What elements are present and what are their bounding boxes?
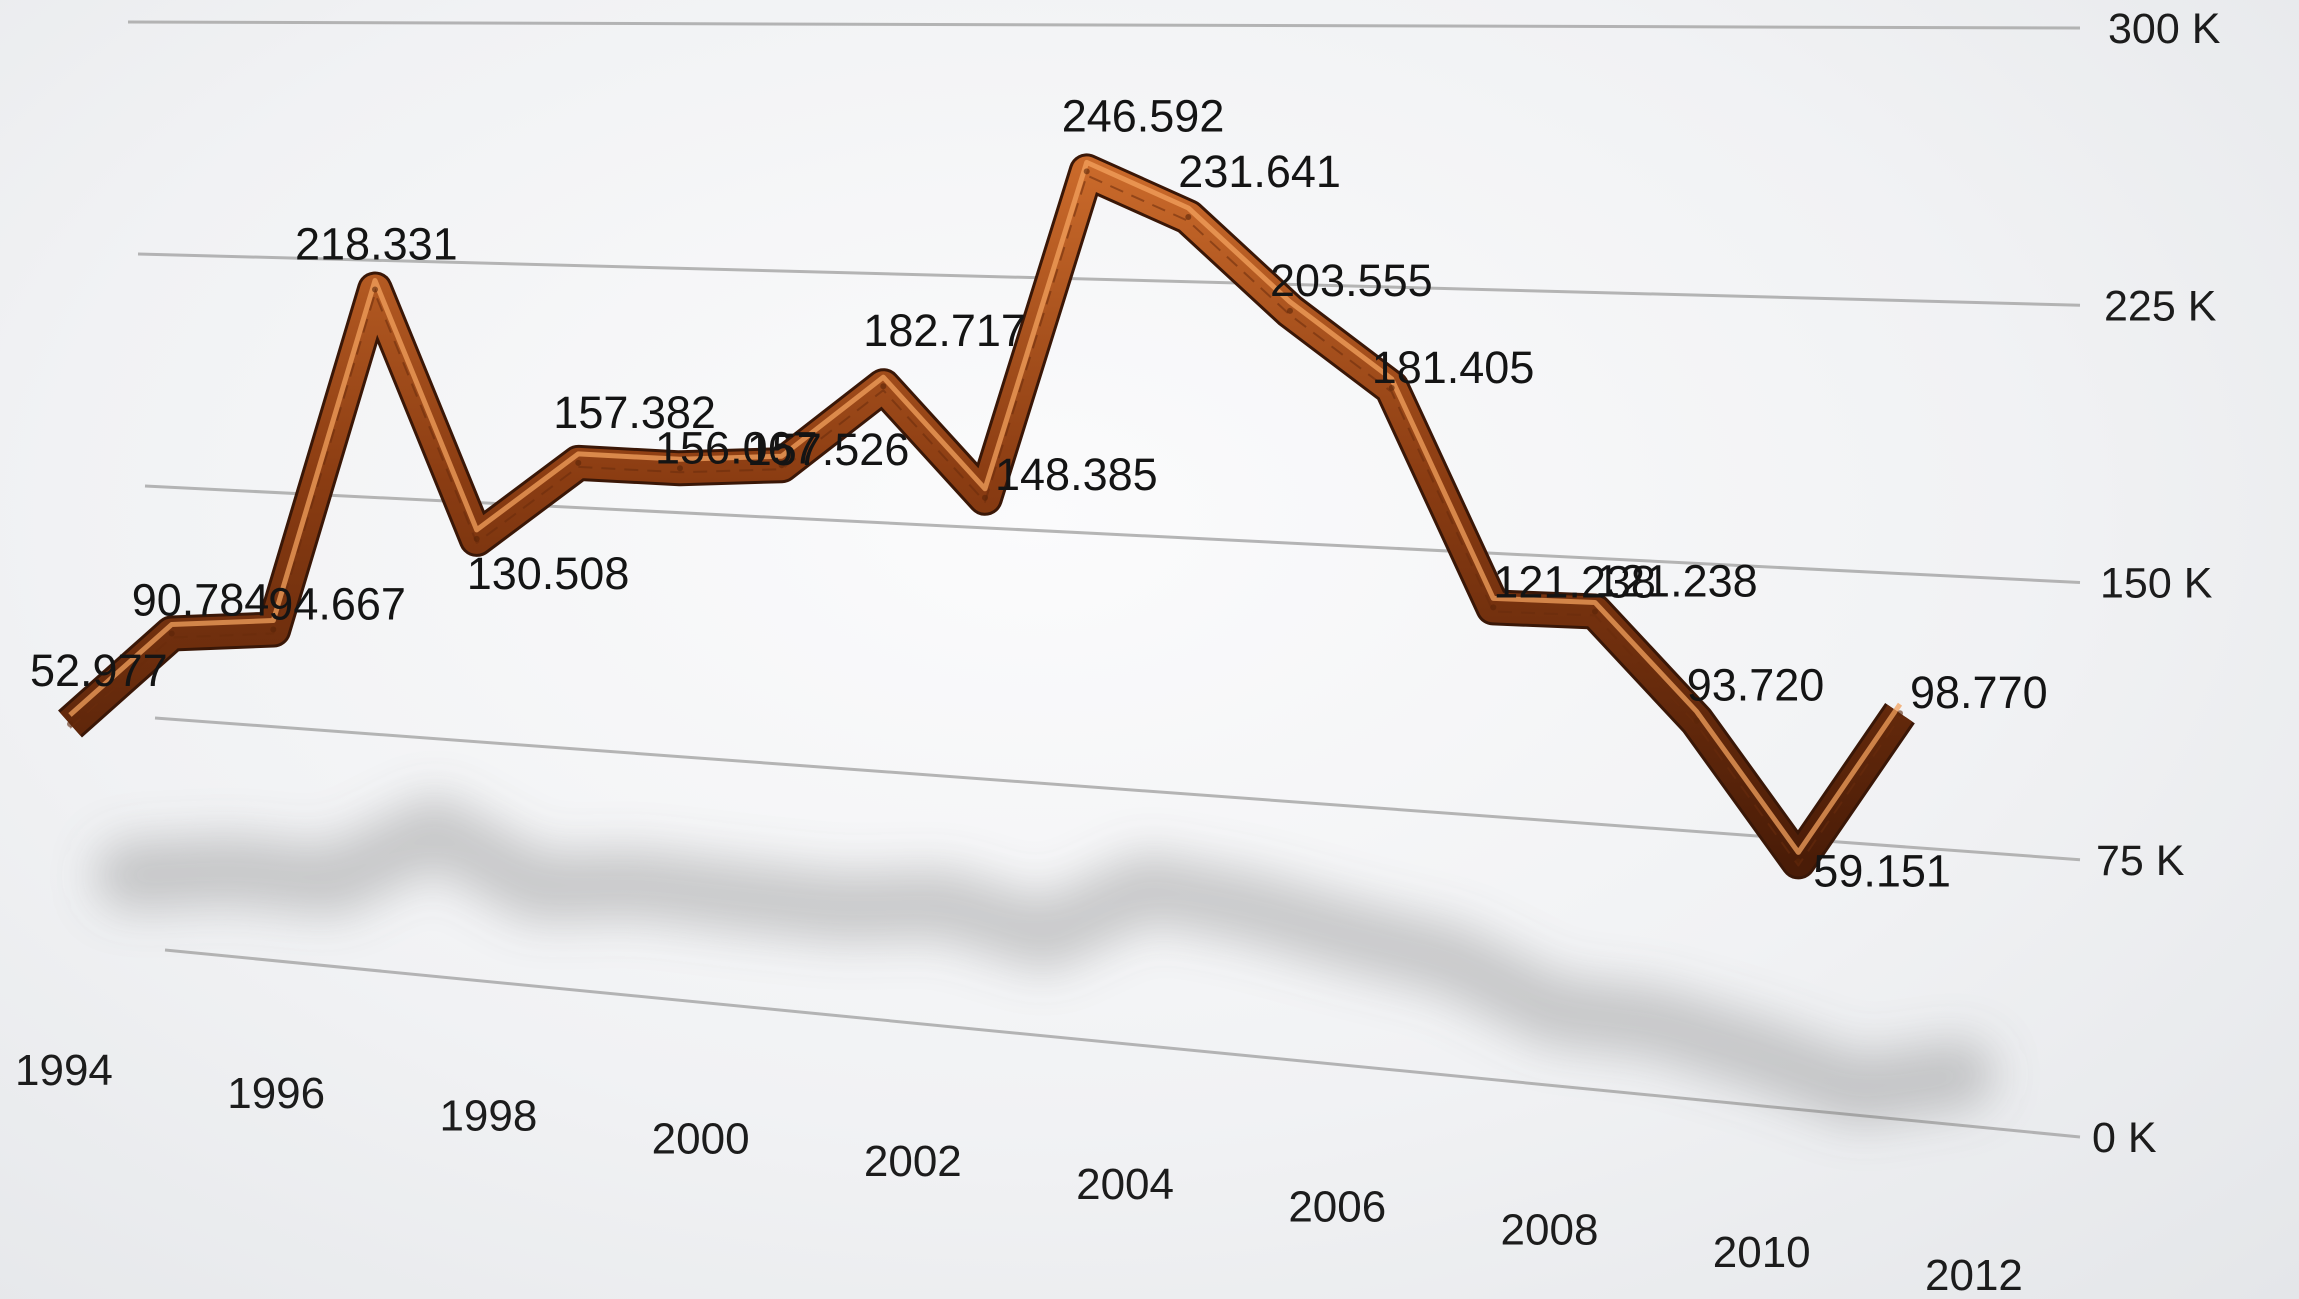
gridline-4 — [127, 20, 2081, 30]
ribbon-shadow — [95, 795, 1995, 1125]
data-point — [880, 383, 887, 390]
data-label: 181.405 — [1372, 342, 1535, 393]
x-tick-label: 1998 — [439, 1092, 537, 1141]
data-label: 203.555 — [1270, 255, 1433, 306]
shadow-blur-group — [95, 795, 1995, 1125]
data-label: 148.385 — [995, 449, 1158, 500]
x-tick-label: 1996 — [227, 1069, 325, 1118]
ribbon-grain — [69, 174, 1901, 867]
data-point — [1795, 858, 1802, 865]
x-tick-label: 2002 — [864, 1137, 962, 1186]
x-tick-label: 2006 — [1288, 1183, 1386, 1232]
x-tick-label: 2012 — [1925, 1251, 2023, 1299]
data-label: 90.784 — [132, 575, 270, 626]
x-tick-label: 2004 — [1076, 1160, 1174, 1209]
data-point — [1693, 717, 1700, 724]
data-label: 231.641 — [1178, 146, 1341, 197]
data-point — [982, 494, 988, 501]
data-point — [372, 286, 378, 293]
data-point — [1897, 710, 1903, 717]
data-label: 93.720 — [1687, 660, 1825, 711]
data-point — [67, 721, 73, 727]
data-label: 182.717 — [863, 305, 1026, 356]
data-label: 246.592 — [1062, 90, 1225, 141]
x-tick-label: 2010 — [1713, 1228, 1811, 1277]
data-point — [575, 459, 582, 466]
y-tick-label: 75 K — [2096, 837, 2185, 885]
data-label: 94.667 — [268, 579, 406, 630]
y-tick-label: 300 K — [2108, 5, 2221, 53]
data-point — [1388, 384, 1395, 391]
ribbon-highlight — [68, 159, 1903, 855]
data-label: 157.382 — [553, 387, 716, 438]
gridline-2 — [144, 484, 2081, 584]
data-point — [168, 630, 175, 637]
data-point — [1490, 604, 1497, 611]
data-point — [1287, 307, 1293, 314]
y-tick-label: 150 K — [2100, 560, 2213, 608]
data-labels: 52.97790.78494.667218.331130.508157.3821… — [30, 90, 2048, 896]
data-point — [677, 465, 683, 472]
data-point — [1083, 168, 1090, 175]
y-tick-label: 0 K — [2092, 1114, 2157, 1162]
data-label: 121.238 — [1493, 556, 1656, 607]
y-axis-tick-labels: 0 K 75 K 150 K 225 K 300 K — [2092, 5, 2221, 1162]
ribbon-shadow-path — [95, 795, 1995, 1125]
gridline-0 — [164, 948, 2081, 1139]
x-tick-label: 1994 — [15, 1046, 113, 1095]
x-tick-label: 2000 — [652, 1114, 750, 1163]
x-tick-label: 2008 — [1501, 1205, 1599, 1254]
data-label: 218.331 — [295, 219, 458, 270]
data-point — [1592, 608, 1598, 615]
data-point — [473, 535, 480, 542]
y-tick-label: 225 K — [2104, 282, 2217, 330]
data-label: 156.067 — [655, 422, 818, 473]
data-label: 59.151 — [1813, 845, 1951, 896]
data-point — [778, 462, 785, 469]
data-label: 98.770 — [1910, 667, 2048, 718]
data-label: 121.238 — [1595, 556, 1758, 607]
x-axis-tick-labels: 1994 1996 1998 2000 2002 2004 2006 2008 2010 2012 — [15, 1046, 2023, 1299]
gridline-3 — [137, 252, 2081, 307]
data-label: 157.526 — [747, 424, 910, 475]
data-label: 130.508 — [467, 548, 630, 599]
data-point — [1185, 214, 1192, 220]
data-label: 52.977 — [30, 645, 168, 696]
data-point — [270, 626, 277, 633]
